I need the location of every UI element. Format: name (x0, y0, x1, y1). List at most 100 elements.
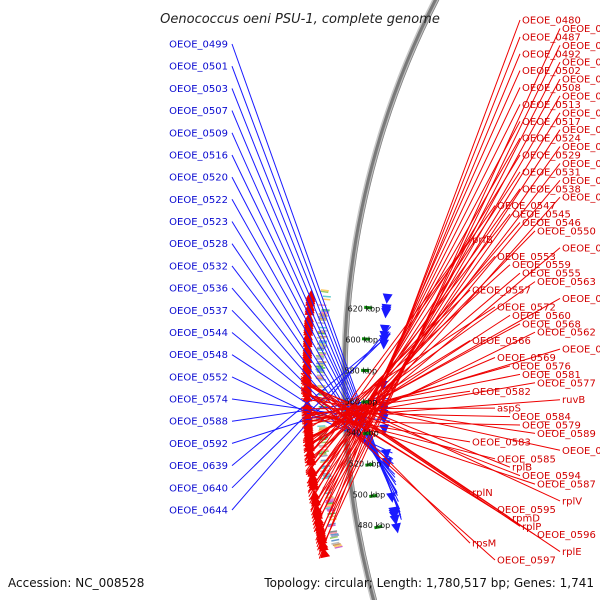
kbp-tick-label: 600 kbp (345, 336, 378, 345)
right-label-leader-line (313, 78, 561, 529)
gene-label-right: OEOE_0546 (522, 218, 581, 229)
gene-label-right: OEOE_0566 (472, 336, 531, 347)
gene-label-right: OEOE_0492 (522, 49, 581, 60)
gene-label-left: OEOE_0516 (169, 151, 228, 162)
gene-label-right: OEOE_0511 (562, 91, 600, 102)
kbp-tick-label: 620 kbp (348, 305, 381, 314)
gene-label-right: OEOE_0597 (497, 556, 556, 567)
right-label-leader-line (303, 331, 536, 447)
left-label-leader-line (231, 309, 396, 475)
gene-label-right: OEOE_0551 (562, 243, 600, 254)
left-label-leader-line (231, 66, 402, 518)
gene-label-right: OEOE_0595 (497, 505, 556, 516)
gene-label-left: OEOE_0644 (169, 506, 228, 517)
right-label-leader-line (304, 247, 561, 464)
gene-label-right: OEOE_0517 (522, 117, 581, 128)
right-label-leader-line (317, 36, 521, 551)
gene-label-right: OEOE_0555 (522, 269, 581, 280)
right-label-leader-line (300, 381, 561, 502)
forward-strand-cds-arrow (381, 303, 392, 315)
gene-label-left: OEOE_0507 (169, 106, 228, 117)
gene-label-right: OEOE_0547 (497, 201, 556, 212)
forward-strand-cds-arrow (389, 514, 400, 526)
gene-label-right: OEOE_0538 (522, 184, 581, 195)
gene-label-left: OEOE_0537 (169, 306, 228, 317)
kbp-tick-layer: 480 kbp 500 kbp 520 kbp 540 kbp 560 kbp 580 k… (344, 305, 390, 530)
gene-label-right: OEOE_0487 (522, 32, 581, 43)
gene-label-left: OEOE_0544 (169, 328, 228, 339)
gene-label-left: OEOE_0548 (169, 350, 228, 361)
gene-label-left: OEOE_0501 (169, 62, 228, 73)
right-label-leader-line (300, 379, 521, 527)
reverse-strand-cds-arrow (307, 464, 318, 475)
left-label-leader-line (231, 43, 402, 520)
gene-label-right: OEOE_0504 (562, 75, 600, 86)
gene-label-right: OEOE_0550 (537, 226, 596, 237)
gene-label-right: OEOE_0583 (472, 437, 531, 448)
gene-label-right: OEOE_0494 (562, 58, 600, 69)
gene-label-right: OEOE_0575 (562, 345, 600, 356)
kbp-tick-mark (369, 493, 378, 498)
gene-label-right: OEOE_0489 (562, 41, 600, 52)
gene-label-right: OEOE_0582 (472, 387, 531, 398)
kbp-tick-label: 540 kbp (346, 429, 379, 438)
right-label-leader-line (302, 306, 496, 433)
reverse-strand-cds-arrow (305, 289, 316, 300)
right-label-leader-line (301, 410, 496, 460)
gene-label-left: OEOE_0552 (169, 372, 228, 383)
gene-label-left: OEOE_0588 (169, 417, 228, 428)
gene-label-right: OEOE_0524 (522, 134, 581, 145)
gene-label-right: rplE (562, 547, 582, 558)
gene-label-right: OEOE_0508 (522, 83, 581, 94)
gene-label-right: OEOE_0593 (562, 446, 600, 457)
gene-label-right: OEOE_0515 (562, 108, 600, 119)
gene-label-right: OEOE_0562 (537, 328, 596, 339)
gene-label-right: OEOE_0584 (512, 412, 571, 423)
right-label-leader-line (302, 340, 471, 444)
gene-label-right: OEOE_0581 (522, 370, 581, 381)
gene-label-right: OEOE_0480 (522, 16, 581, 27)
gene-label-right: rplP (522, 522, 541, 533)
gene-label-right: OEOE_0576 (512, 361, 571, 372)
topology-label: Topology: circular; Length: 1,780,517 bp… (263, 576, 594, 590)
gene-label-right: prfB (472, 235, 493, 246)
gene-label-right: OEOE_0553 (497, 252, 556, 263)
right-label-leader-line (300, 386, 496, 561)
right-label-leader-line (300, 377, 561, 553)
left-gene-labels: OEOE_0499 OEOE_0501 OEOE_0503 OEOE_0507 OEOE… (169, 40, 228, 517)
gene-label-right: OEOE_0513 (522, 100, 581, 111)
gene-label-right: rplN (472, 488, 493, 499)
map-title: Oenococcus oeni PSU-1, complete genome (160, 12, 440, 27)
right-label-leader-line (305, 222, 521, 474)
backbone-shadow (340, 0, 435, 600)
right-label-leader-line (301, 365, 511, 425)
gene-label-left: OEOE_0536 (169, 284, 228, 295)
gene-label-right: rpsM (472, 539, 496, 550)
gene-label-right: OEOE_0563 (537, 277, 596, 288)
gene-label-left: OEOE_0509 (169, 128, 228, 139)
gene-label-right: OEOE_0589 (537, 429, 596, 440)
right-label-leader-line (318, 28, 561, 556)
right-gene-labels: OEOE_0480OEOE_0483OEOE_0487OEOE_0489OEOE… (472, 16, 600, 567)
kbp-tick-label: 560 kbp (345, 398, 378, 407)
genome-backbone (342, 0, 440, 600)
gene-label-right: OEOE_0565 (562, 294, 600, 305)
gene-label-right: OEOE_0502 (522, 66, 581, 77)
right-label-leader-line (308, 146, 561, 501)
kbp-tick-mark (364, 305, 373, 310)
gene-label-left: OEOE_0523 (169, 217, 228, 228)
right-label-leader-line (303, 272, 521, 457)
kbp-tick-label: 500 kbp (353, 490, 386, 499)
right-label-leader-line (300, 393, 561, 451)
backbone-highlight (345, 0, 439, 600)
right-label-leader-line (304, 230, 536, 467)
accession-label: Accession: NC_008528 (8, 576, 144, 590)
gene-label-left: OEOE_0522 (169, 195, 228, 206)
gene-label-right: OEOE_0569 (497, 353, 556, 364)
gene-label-right: OEOE_0560 (512, 311, 571, 322)
right-label-leader-line (300, 391, 521, 477)
gene-label-right: OEOE_0579 (522, 421, 581, 432)
gene-label-left: OEOE_0639 (169, 461, 228, 472)
right-label-leader-line (303, 314, 511, 450)
right-label-leader-line (307, 163, 561, 492)
